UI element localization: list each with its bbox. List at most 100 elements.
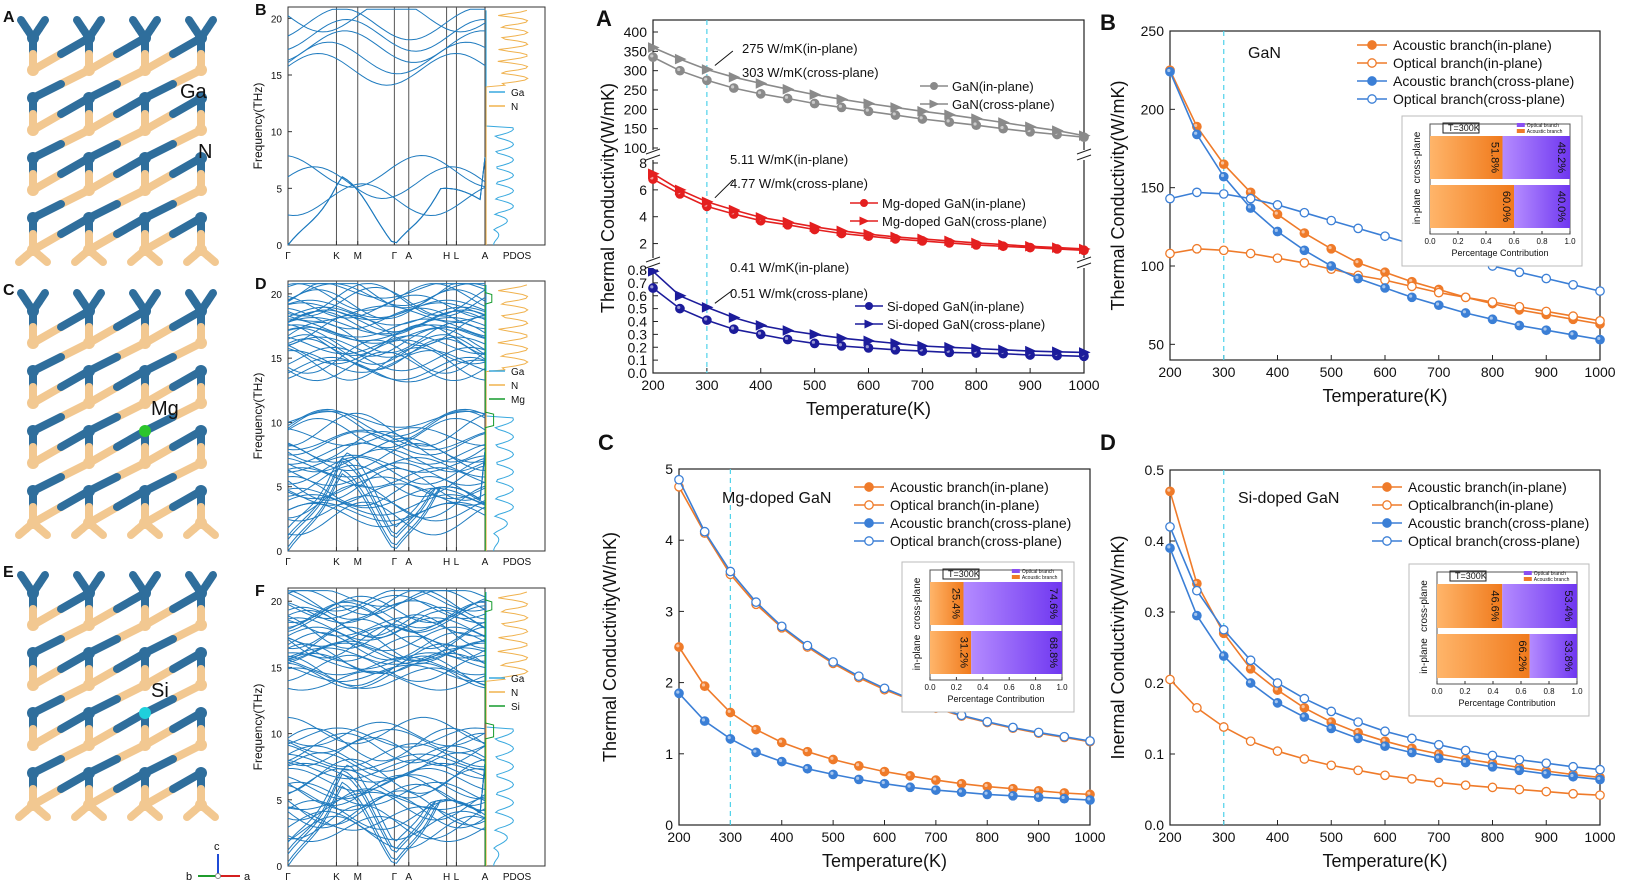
bar-optical bbox=[1514, 185, 1570, 228]
data-point-highlight bbox=[727, 709, 731, 713]
bar-optical bbox=[1502, 584, 1577, 628]
y-axis-label: Inermal Conductivity(W/mK) bbox=[1108, 535, 1128, 759]
pdos-curves bbox=[484, 284, 529, 552]
n-atom bbox=[83, 739, 95, 751]
legend-label: GaN(in-plane) bbox=[952, 79, 1034, 94]
data-point bbox=[1245, 736, 1256, 747]
data-point bbox=[1165, 66, 1175, 77]
data-point bbox=[1192, 187, 1202, 198]
data-point bbox=[1165, 674, 1175, 685]
bar-acoustic bbox=[1437, 584, 1503, 628]
kpoint-label: A bbox=[405, 557, 412, 568]
n-atom bbox=[195, 124, 207, 136]
data-point-highlight bbox=[1061, 790, 1065, 794]
data-point bbox=[1514, 765, 1525, 776]
pdos-curves bbox=[485, 9, 529, 246]
data-point bbox=[1192, 129, 1202, 140]
phonon-band bbox=[287, 788, 486, 821]
ga-atom bbox=[139, 212, 151, 224]
data-point-highlight bbox=[1570, 773, 1574, 778]
data-point bbox=[1326, 243, 1337, 254]
legend-label-ga: Ga bbox=[511, 674, 525, 685]
inset-title-box bbox=[1442, 122, 1480, 134]
pdos-label: PDOS bbox=[503, 557, 532, 568]
data-point-highlight bbox=[1000, 125, 1004, 130]
phonon-band bbox=[287, 759, 486, 780]
y-tick-label: 250 bbox=[1141, 23, 1165, 39]
data-point-highlight bbox=[1516, 767, 1520, 771]
data-point-highlight bbox=[1194, 131, 1198, 135]
bar-acoustic-label: 25.4% bbox=[950, 588, 962, 619]
legend-marker bbox=[865, 302, 873, 310]
data-point-highlight bbox=[1061, 795, 1065, 800]
data-point bbox=[1272, 226, 1283, 237]
n-atom bbox=[27, 397, 39, 409]
data-point bbox=[1433, 777, 1444, 788]
data-point bbox=[776, 756, 787, 767]
data-point bbox=[1008, 722, 1018, 733]
band-lines bbox=[287, 8, 486, 246]
legend-label: Optical branch(cross-plane) bbox=[1393, 91, 1565, 107]
data-point bbox=[836, 94, 849, 105]
data-point bbox=[1595, 764, 1605, 775]
ga-atom bbox=[83, 647, 95, 659]
data-point bbox=[905, 782, 916, 793]
data-point bbox=[1272, 746, 1283, 757]
data-point bbox=[1059, 793, 1070, 804]
data-point bbox=[1033, 727, 1044, 738]
n-atom bbox=[139, 337, 151, 349]
value-annotation: 275 W/mK(in-plane) bbox=[742, 41, 858, 56]
data-point bbox=[1541, 786, 1552, 797]
legend-label-optical: Optical branch bbox=[1022, 569, 1054, 575]
phonon-band bbox=[287, 417, 486, 449]
data-point bbox=[1487, 314, 1498, 325]
data-point-highlight bbox=[1167, 488, 1171, 492]
n-atom bbox=[83, 517, 95, 529]
data-point bbox=[809, 338, 820, 349]
phonon-band bbox=[287, 456, 486, 478]
ga-atom bbox=[139, 152, 151, 164]
y-tick-label: 0 bbox=[665, 817, 673, 833]
legend-label-acoustic: Acoustic branch bbox=[1527, 129, 1563, 135]
phonon-band bbox=[287, 462, 486, 486]
phonon-band bbox=[287, 727, 486, 748]
data-point bbox=[1299, 228, 1310, 238]
n-atom bbox=[83, 64, 95, 76]
phonon-band bbox=[287, 626, 486, 652]
data-point bbox=[1595, 315, 1605, 326]
n-atom bbox=[195, 619, 207, 631]
data-point bbox=[917, 114, 928, 124]
data-point-highlight bbox=[838, 343, 842, 347]
data-point bbox=[917, 105, 929, 117]
y-tick-label: 15 bbox=[271, 354, 283, 365]
ga-atom bbox=[83, 425, 95, 437]
bond bbox=[71, 252, 86, 266]
legend-label: Si-doped GaN(cross-plane) bbox=[887, 317, 1045, 332]
y-tick-label: 0.2 bbox=[1145, 675, 1165, 691]
bond bbox=[127, 525, 142, 539]
phonon-band bbox=[287, 815, 486, 842]
phonon-band bbox=[287, 783, 486, 811]
data-point bbox=[674, 688, 684, 699]
phonon-band bbox=[287, 166, 486, 200]
legend-swatch-optical bbox=[1011, 569, 1020, 573]
data-point bbox=[648, 266, 660, 277]
y-tick-label: 6 bbox=[639, 182, 647, 198]
data-point bbox=[1218, 171, 1229, 182]
data-point bbox=[1541, 769, 1552, 779]
n-atom bbox=[27, 457, 39, 469]
x-axis-label: Temperature(K) bbox=[1322, 386, 1447, 406]
data-point bbox=[674, 184, 687, 196]
legend-label-n: N bbox=[511, 688, 518, 699]
ga-atom bbox=[27, 707, 39, 719]
data-point bbox=[917, 340, 929, 352]
y-tick-label: 8 bbox=[639, 155, 647, 171]
data-point bbox=[782, 216, 795, 228]
data-point bbox=[1460, 292, 1471, 303]
panel-letter: A bbox=[3, 9, 15, 26]
n-atom bbox=[139, 244, 151, 256]
chart-title: GaN bbox=[1248, 45, 1281, 62]
data-point bbox=[809, 89, 822, 100]
kpoint-label: H bbox=[443, 557, 450, 568]
legend-label: Optical branch(cross-plane) bbox=[890, 533, 1062, 549]
